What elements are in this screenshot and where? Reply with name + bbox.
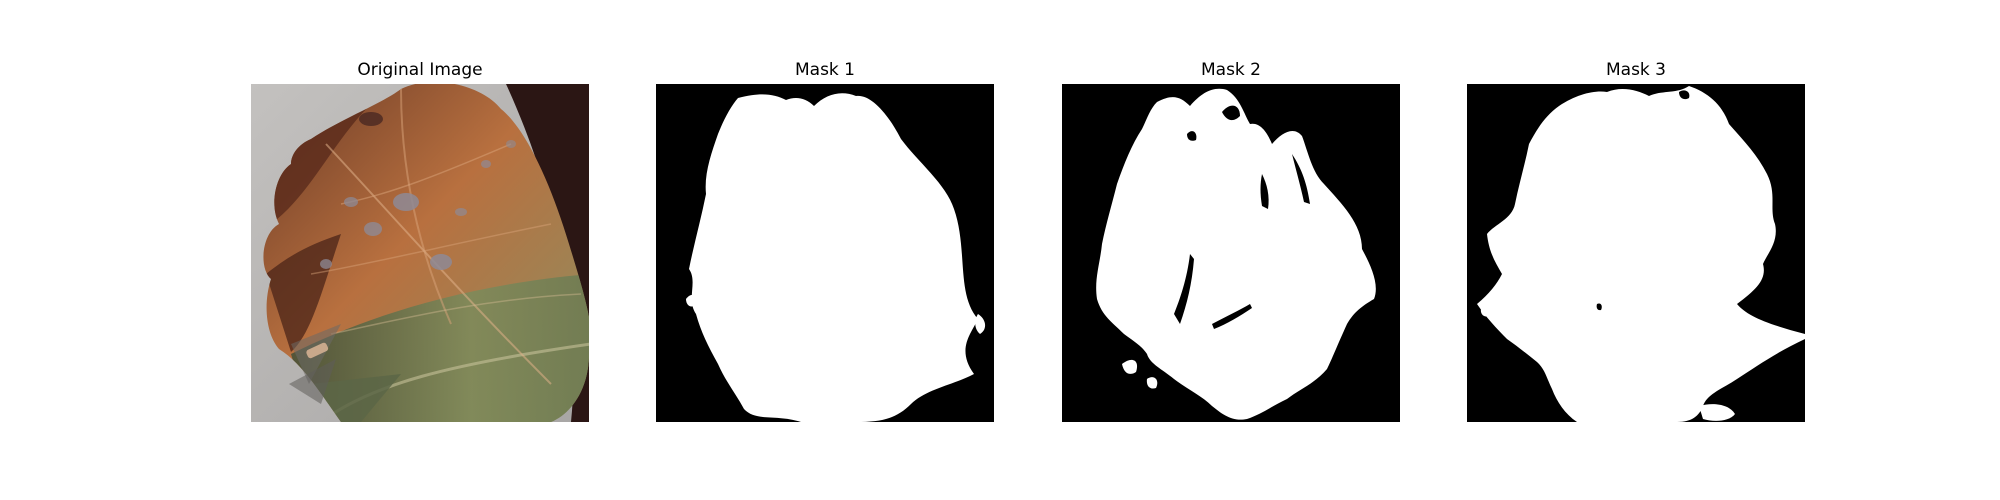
mask-3-image xyxy=(1467,84,1805,422)
mask-2-panel: Mask 2 xyxy=(1062,59,1400,422)
mask-1-title: Mask 1 xyxy=(794,60,855,80)
original-image xyxy=(251,84,589,422)
mask-2-title: Mask 2 xyxy=(1200,60,1261,80)
original-image-title: Original Image xyxy=(357,60,483,80)
mask-3-panel: Mask 3 xyxy=(1467,59,1805,422)
mask-3-title: Mask 3 xyxy=(1605,60,1666,80)
original-image-panel: Original Image xyxy=(251,59,589,422)
mask-2-image xyxy=(1062,84,1400,422)
mask-1-panel: Mask 1 xyxy=(656,59,994,422)
mask-1-image xyxy=(656,84,994,422)
